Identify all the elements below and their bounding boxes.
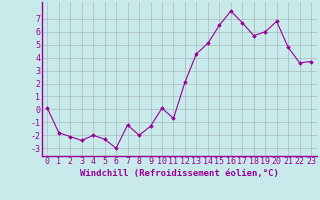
X-axis label: Windchill (Refroidissement éolien,°C): Windchill (Refroidissement éolien,°C): [80, 169, 279, 178]
